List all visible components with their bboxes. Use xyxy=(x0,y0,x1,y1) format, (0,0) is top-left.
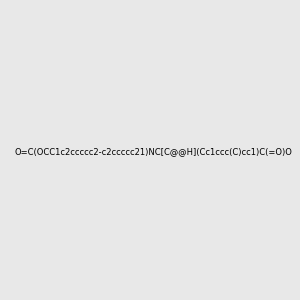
Text: O=C(OCC1c2ccccc2-c2ccccc21)NC[C@@H](Cc1ccc(C)cc1)C(=O)O: O=C(OCC1c2ccccc2-c2ccccc21)NC[C@@H](Cc1c… xyxy=(15,147,293,156)
